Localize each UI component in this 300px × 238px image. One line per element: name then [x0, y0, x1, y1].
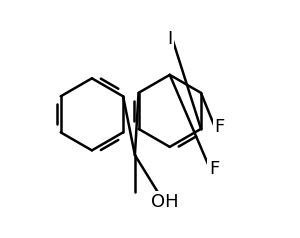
- Text: I: I: [167, 30, 172, 48]
- Text: F: F: [214, 118, 225, 136]
- Text: OH: OH: [151, 193, 179, 211]
- Text: F: F: [209, 160, 219, 178]
